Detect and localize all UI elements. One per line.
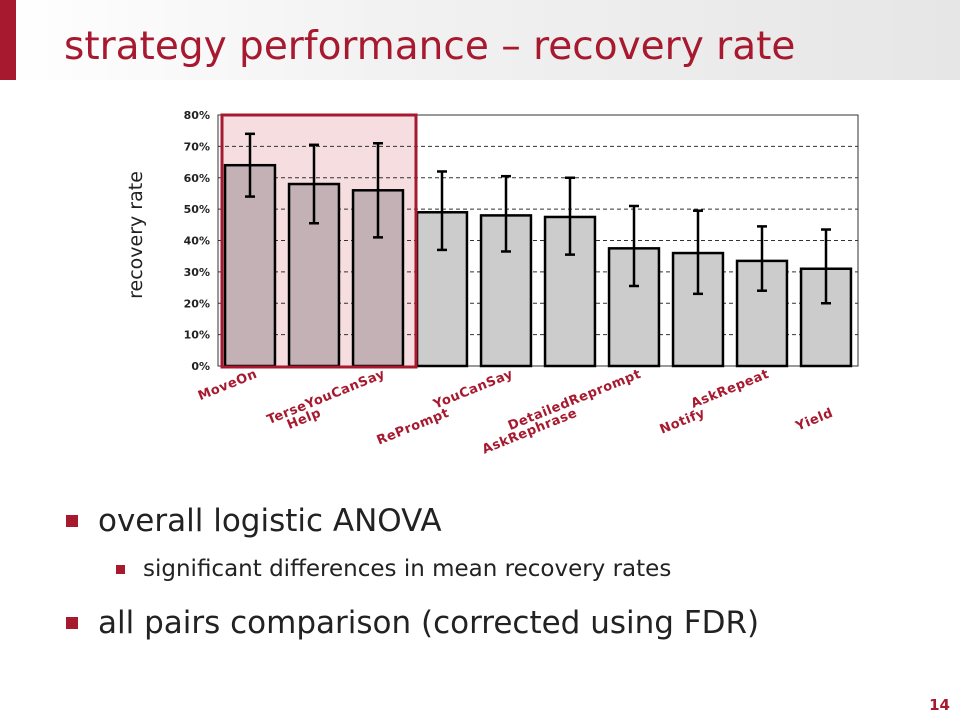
category-label: YouCanSay [430,367,515,413]
recovery-rate-chart: 0%10%20%30%40%50%60%70%80%recovery rateM… [125,109,859,458]
category-label: Notify [658,406,708,438]
bar [351,189,405,368]
page-number: 14 [929,696,950,714]
sub-bullet-text: significant differences in mean recovery… [143,556,672,582]
category-label: RePrompt [375,406,452,449]
category-label: TerseYouCanSay [265,367,388,428]
category-label: Yield [793,406,836,435]
bullet-item: overall logistic ANOVA [66,496,759,546]
y-tick-label: 60% [184,172,210,185]
y-tick-label: 40% [184,235,210,248]
bar [223,163,277,368]
sub-bullet-item: significant differences in mean recovery… [116,546,759,592]
bullet-list: overall logistic ANOVA significant diffe… [66,496,759,648]
bullet-text: all pairs comparison (corrected using FD… [98,605,760,641]
y-axis-label: recovery rate [125,171,147,299]
category-label: DetailedReprompt [506,367,643,434]
bullet-marker-icon [66,515,78,527]
title-accent-bar [0,0,16,80]
slide-title: strategy performance – recovery rate [64,24,796,69]
highlight-box-border [220,113,418,369]
y-tick-label: 10% [184,329,210,342]
bullet-item: all pairs comparison (corrected using FD… [66,598,759,648]
plot-frame [217,114,859,367]
y-tick-label: 70% [184,140,210,153]
title-band [0,0,960,80]
y-tick-label: 0% [191,360,210,373]
category-label: AskRepeat [689,367,771,412]
y-tick-label: 30% [184,266,210,279]
bullet-marker-icon [116,564,125,574]
y-tick-label: 20% [184,297,210,310]
bullet-text: overall logistic ANOVA [98,503,442,539]
y-tick-label: 80% [184,109,210,122]
bar [479,214,533,368]
bullet-marker-icon [66,617,78,629]
y-tick-label: 50% [184,203,210,216]
